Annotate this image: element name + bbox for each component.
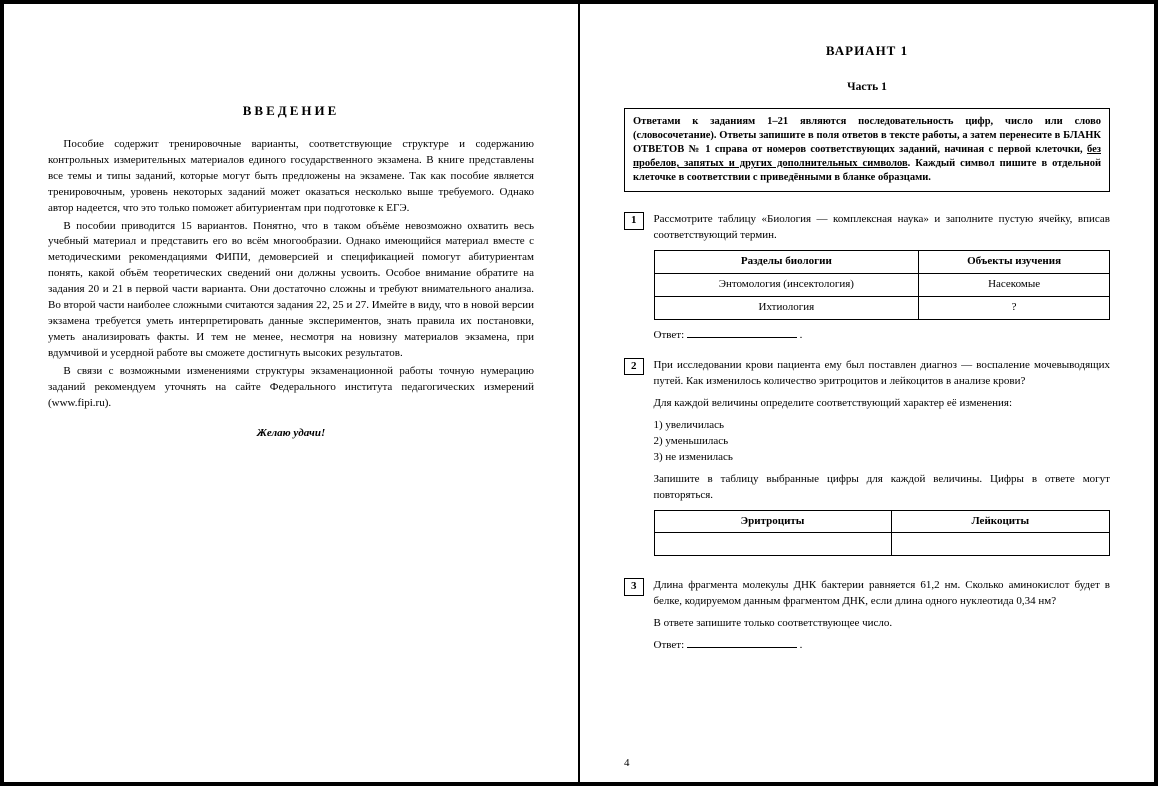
task-3-answer-blank[interactable] bbox=[687, 638, 797, 648]
wish-text: Желаю удачи! bbox=[48, 426, 534, 442]
intro-p1: Пособие содержит тренировочные варианты,… bbox=[48, 137, 534, 217]
task-2-table: Эритроциты Лейкоциты bbox=[654, 510, 1111, 557]
task-1-r2c2: ? bbox=[919, 297, 1110, 320]
task-1-table: Разделы биологии Объекты изучения Энтомо… bbox=[654, 250, 1111, 320]
task-2-hint: Запишите в таблицу выбранные цифры для к… bbox=[654, 472, 1111, 504]
task-3-text: Длина фрагмента молекулы ДНК бактерии ра… bbox=[654, 578, 1111, 610]
task-1-th2: Объекты изучения bbox=[919, 251, 1110, 274]
variant-title: ВАРИАНТ 1 bbox=[624, 42, 1110, 61]
task-1-text: Рассмотрите таблицу «Биология — комплекс… bbox=[654, 212, 1111, 244]
task-2-text: При исследовании крови пациента ему был … bbox=[654, 358, 1111, 390]
task-2-cell1[interactable] bbox=[654, 533, 891, 556]
task-3-number: 3 bbox=[624, 578, 644, 595]
task-1-number: 1 bbox=[624, 212, 644, 229]
instruction-box: Ответами к заданиям 1–21 являются послед… bbox=[624, 108, 1110, 193]
task-2-opt2: 2) уменьшилась bbox=[654, 434, 1111, 450]
task-1-answer-blank[interactable] bbox=[687, 328, 797, 338]
task-1-r1c1: Энтомология (инсектология) bbox=[654, 274, 919, 297]
intro-p3: В связи с возможными изменениями структу… bbox=[48, 364, 534, 412]
task-2-options: 1) увеличилась 2) уменьшилась 3) не изме… bbox=[654, 418, 1111, 466]
task-1-th1: Разделы биологии bbox=[654, 251, 919, 274]
task-3-hint: В ответе запишите только соответствующее… bbox=[654, 616, 1111, 632]
task-2: 2 При исследовании крови пациента ему бы… bbox=[624, 358, 1110, 564]
page-left: ВВЕДЕНИЕ Пособие содержит тренировочные … bbox=[4, 4, 578, 782]
task-2-cell2[interactable] bbox=[891, 533, 1109, 556]
task-1-r2c1: Ихтиология bbox=[654, 297, 919, 320]
page-right: ВАРИАНТ 1 Часть 1 Ответами к заданиям 1–… bbox=[580, 4, 1154, 782]
task-3-answer: Ответ: . bbox=[654, 638, 1111, 654]
task-1-answer-label: Ответ: bbox=[654, 329, 685, 341]
task-1-r1c2: Насекомые bbox=[919, 274, 1110, 297]
task-1-answer: Ответ: . bbox=[654, 328, 1111, 344]
intro-p2: В пособии приводится 15 вариантов. Понят… bbox=[48, 219, 534, 362]
task-2-opt1: 1) увеличилась bbox=[654, 418, 1111, 434]
part-title: Часть 1 bbox=[624, 79, 1110, 96]
task-2-number: 2 bbox=[624, 358, 644, 375]
intro-title: ВВЕДЕНИЕ bbox=[48, 102, 534, 121]
task-1: 1 Рассмотрите таблицу «Биология — компле… bbox=[624, 212, 1110, 344]
task-3: 3 Длина фрагмента молекулы ДНК бактерии … bbox=[624, 578, 1110, 654]
task-3-answer-label: Ответ: bbox=[654, 639, 685, 651]
task-2-opt3: 3) не изменилась bbox=[654, 450, 1111, 466]
page-spread: ВВЕДЕНИЕ Пособие содержит тренировочные … bbox=[4, 4, 1154, 782]
instruction-pre: Ответами к заданиям 1–21 являются послед… bbox=[633, 116, 1101, 155]
page-number: 4 bbox=[624, 756, 630, 772]
task-2-th1: Эритроциты bbox=[654, 510, 891, 533]
task-2-prompt: Для каждой величины определите соответст… bbox=[654, 396, 1111, 412]
task-2-th2: Лейкоциты bbox=[891, 510, 1109, 533]
